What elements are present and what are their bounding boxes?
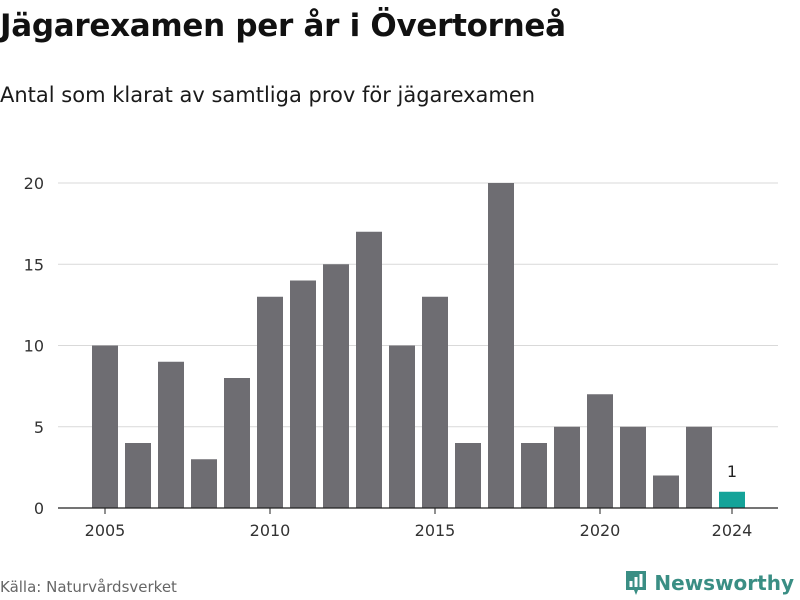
bar xyxy=(356,231,382,508)
bar xyxy=(587,394,613,508)
bar xyxy=(488,183,514,508)
bar xyxy=(719,491,745,508)
data-label: 1 xyxy=(727,462,737,481)
source-note: Källa: Naturvårdsverket xyxy=(0,578,177,596)
bar xyxy=(92,345,118,508)
y-tick-label: 20 xyxy=(24,174,44,193)
bar xyxy=(125,443,151,508)
x-tick-label: 2015 xyxy=(415,521,456,540)
bar xyxy=(290,280,316,508)
brand-name: Newsworthy xyxy=(654,571,794,595)
bar xyxy=(257,296,283,508)
bar xyxy=(158,361,184,508)
bar xyxy=(653,475,679,508)
bar xyxy=(389,345,415,508)
bar xyxy=(422,296,448,508)
bar xyxy=(686,426,712,508)
bar xyxy=(191,459,217,508)
x-tick-label: 2005 xyxy=(85,521,126,540)
y-tick-label: 10 xyxy=(24,337,44,356)
bar xyxy=(521,443,547,508)
chart-subtitle: Antal som klarat av samtliga prov för jä… xyxy=(0,83,536,107)
x-tick-label: 2020 xyxy=(580,521,621,540)
y-tick-label: 0 xyxy=(34,499,44,518)
y-tick-label: 5 xyxy=(34,418,44,437)
x-tick-label: 2010 xyxy=(250,521,291,540)
brand-logo: Newsworthy xyxy=(624,569,794,597)
bar xyxy=(224,378,250,508)
chart-title: Jägarexamen per år i Övertorneå xyxy=(0,8,566,44)
bar xyxy=(620,426,646,508)
bar xyxy=(455,443,481,508)
x-tick-label: 2024 xyxy=(712,521,753,540)
y-tick-label: 15 xyxy=(24,255,44,274)
bar xyxy=(323,264,349,508)
bar xyxy=(554,426,580,508)
newsworthy-logo-icon xyxy=(626,571,647,595)
